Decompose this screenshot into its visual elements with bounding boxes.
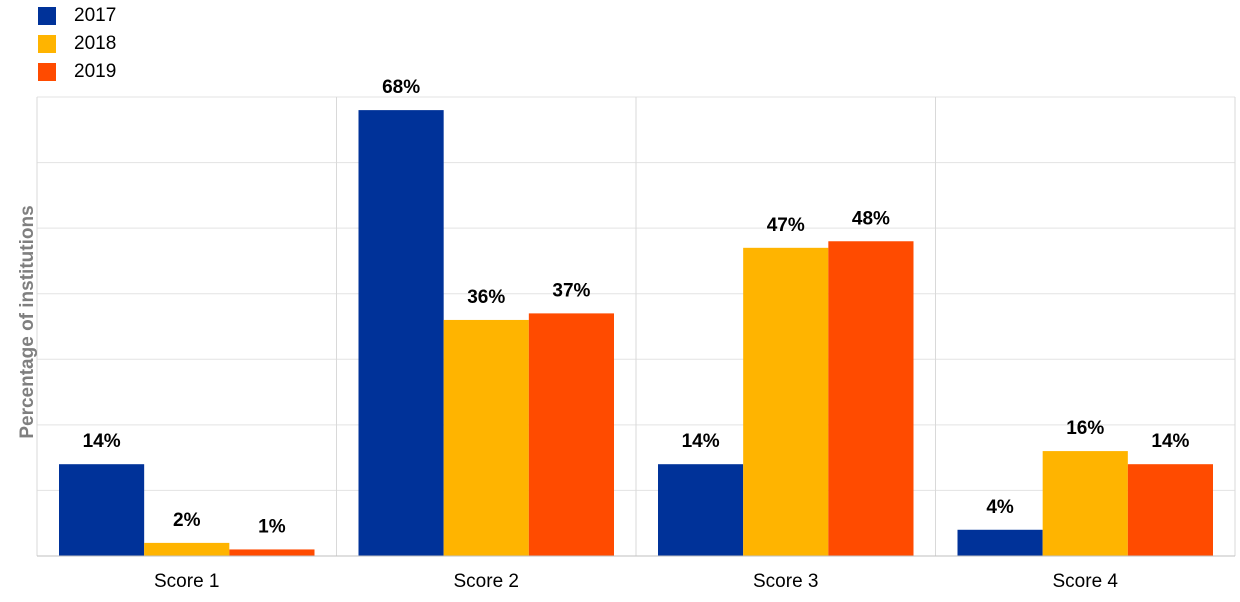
bar-2017-score-1 [59,464,145,556]
data-label: 68% [382,77,420,98]
legend-label-2019: 2019 [74,61,117,82]
legend-item-2017: 2017 [38,2,116,30]
bar-2019-score-4 [1127,464,1213,556]
data-labels: 14% 68% 14% 4% 2% 36% 47% 16% 1% 37% 48% 14% [83,77,1190,537]
bar-2019-score-2 [528,313,614,556]
legend-swatch-2019 [38,63,56,81]
data-label: 14% [1151,431,1189,452]
legend-label-2017: 2017 [74,5,117,26]
data-label: 2% [173,510,201,531]
legend-item-2018: 2018 [38,30,116,58]
x-tick-label: Score 2 [454,571,519,592]
data-label: 36% [467,287,505,308]
x-axis: Score 1 Score 2 Score 3 Score 4 [37,555,1235,592]
data-label: 48% [852,208,890,229]
bar-2018-score-2 [443,319,529,556]
bar-2019-score-1 [229,549,315,556]
legend-swatch-2017 [38,7,56,25]
bar-2017-score-2 [358,110,444,556]
legend-label-2018: 2018 [74,33,117,54]
legend-item-2019: 2019 [38,58,116,86]
x-tick-label: Score 1 [154,571,219,592]
data-label: 16% [1066,418,1104,439]
data-label: 14% [682,431,720,452]
data-label: 37% [552,280,590,301]
bar-2017-score-4 [957,529,1043,556]
x-tick-label: Score 3 [753,571,818,592]
data-label: 4% [986,497,1014,518]
bar-2017-score-3 [658,464,744,556]
x-tick-label: Score 4 [1053,571,1119,592]
bar-2019-score-3 [828,241,914,556]
legend-swatch-2018 [38,35,56,53]
bar-2018-score-4 [1042,451,1128,556]
bar-2018-score-1 [144,542,230,556]
legend: 2017 2018 2019 [38,2,116,86]
data-label: 1% [258,516,286,537]
bars [59,110,1213,557]
category-separators [36,97,1236,556]
data-label: 14% [83,431,121,452]
y-axis-label: Percentage of institutions [17,205,38,438]
data-label: 47% [767,215,805,236]
bar-2018-score-3 [743,247,829,557]
